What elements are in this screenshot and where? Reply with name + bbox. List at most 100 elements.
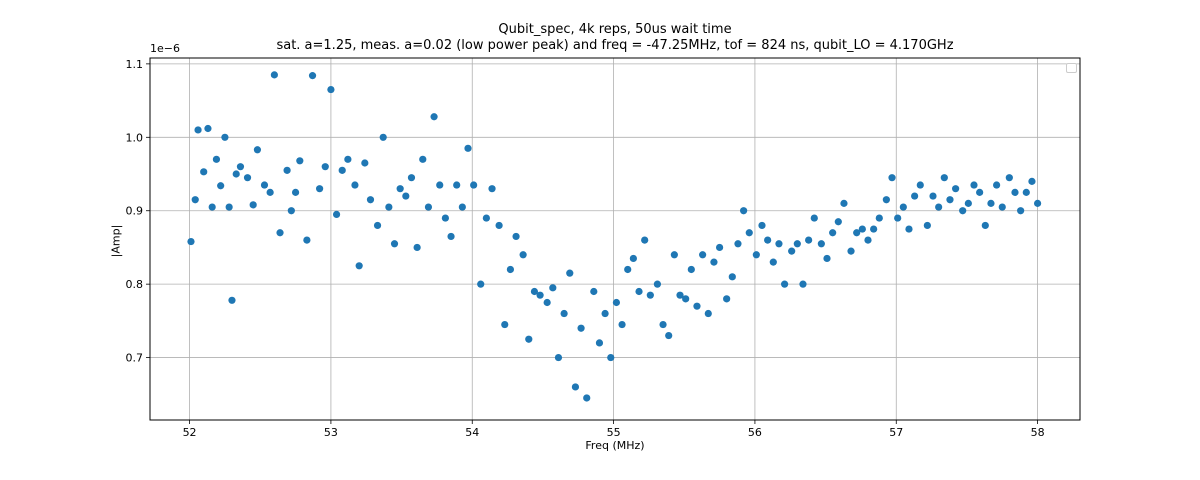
data-point — [249, 201, 257, 209]
y-tick-label: 0.7 — [126, 352, 144, 365]
data-point — [291, 188, 300, 196]
data-point — [351, 181, 359, 189]
data-point — [853, 229, 861, 237]
x-tick-label: 57 — [889, 426, 903, 439]
data-point — [882, 196, 890, 204]
data-point — [659, 320, 667, 329]
data-point — [916, 181, 924, 189]
data-point — [998, 203, 1006, 211]
data-point — [221, 133, 229, 141]
data-point — [847, 247, 855, 255]
data-point — [488, 185, 496, 193]
data-point — [899, 203, 907, 211]
grid — [150, 58, 1080, 420]
data-point — [260, 181, 269, 189]
data-point — [964, 199, 972, 207]
data-point — [993, 181, 1001, 189]
data-point — [577, 324, 585, 332]
data-point — [549, 284, 557, 292]
data-point — [232, 170, 240, 178]
data-point — [646, 291, 654, 299]
data-point — [571, 383, 580, 391]
data-point — [554, 353, 563, 362]
data-point — [385, 203, 393, 211]
y-tick-label: 1.0 — [126, 131, 144, 144]
data-point — [441, 214, 449, 222]
data-point — [447, 232, 455, 241]
data-point — [379, 133, 387, 141]
data-point — [829, 229, 837, 237]
data-point — [894, 214, 902, 222]
data-point — [276, 229, 284, 237]
chart-title-line-2: sat. a=1.25, meas. a=0.02 (low power pea… — [276, 38, 954, 53]
data-point — [959, 207, 967, 215]
data-point — [976, 188, 984, 196]
data-point — [864, 236, 872, 244]
data-point — [624, 265, 632, 274]
data-point — [952, 185, 960, 193]
x-tick-label: 54 — [465, 426, 479, 439]
data-point — [303, 236, 311, 244]
data-point — [810, 214, 818, 222]
data-point — [1017, 207, 1025, 215]
data-point — [758, 221, 766, 230]
data-point — [200, 168, 208, 176]
data-point — [470, 181, 478, 189]
data-point — [981, 221, 989, 230]
data-point — [512, 232, 520, 241]
data-point — [929, 192, 937, 200]
data-point — [266, 188, 274, 196]
data-point — [390, 240, 399, 248]
data-point — [687, 265, 695, 274]
data-point — [670, 251, 678, 259]
data-point — [321, 163, 329, 171]
data-point — [1011, 188, 1019, 196]
data-point — [888, 174, 896, 182]
data-point — [612, 298, 621, 307]
data-point — [834, 218, 842, 226]
x-tick-label: 52 — [183, 426, 197, 439]
data-point — [793, 240, 801, 248]
data-point — [430, 113, 438, 121]
data-point — [723, 295, 731, 303]
data-point — [618, 320, 626, 329]
data-point — [840, 199, 848, 207]
data-point — [788, 247, 796, 255]
data-point — [373, 221, 382, 230]
data-point — [728, 273, 736, 281]
data-point — [436, 181, 444, 189]
data-point — [911, 192, 919, 200]
data-point — [764, 236, 772, 244]
data-point — [332, 210, 341, 219]
data-point — [194, 126, 202, 134]
data-point — [734, 240, 742, 248]
data-point — [525, 335, 533, 343]
legend — [1066, 63, 1077, 73]
data-point — [361, 159, 369, 167]
data-point — [752, 251, 760, 259]
data-point — [923, 221, 931, 230]
data-point — [805, 236, 813, 244]
data-point — [344, 155, 352, 163]
data-point — [566, 269, 574, 277]
data-point — [870, 225, 878, 233]
data-point — [583, 394, 591, 402]
y-tick-label: 1.1 — [126, 58, 144, 71]
data-point — [308, 72, 317, 80]
data-point — [905, 225, 913, 233]
x-tick-label: 53 — [324, 426, 338, 439]
data-point — [327, 85, 335, 94]
data-point — [940, 174, 948, 182]
data-point — [458, 203, 466, 211]
data-point — [601, 309, 609, 318]
data-point — [453, 181, 461, 189]
data-point — [366, 196, 375, 204]
data-point — [629, 254, 637, 263]
data-point — [823, 254, 831, 263]
chart-title-line-1: Qubit_spec, 4k reps, 50us wait time — [498, 22, 732, 37]
y-axis-ticks: 0.7 0.8 0.9 1.0 1.1 — [126, 58, 150, 365]
data-point — [715, 243, 724, 252]
data-point — [495, 221, 503, 230]
data-point — [402, 192, 410, 200]
data-point — [875, 214, 883, 222]
